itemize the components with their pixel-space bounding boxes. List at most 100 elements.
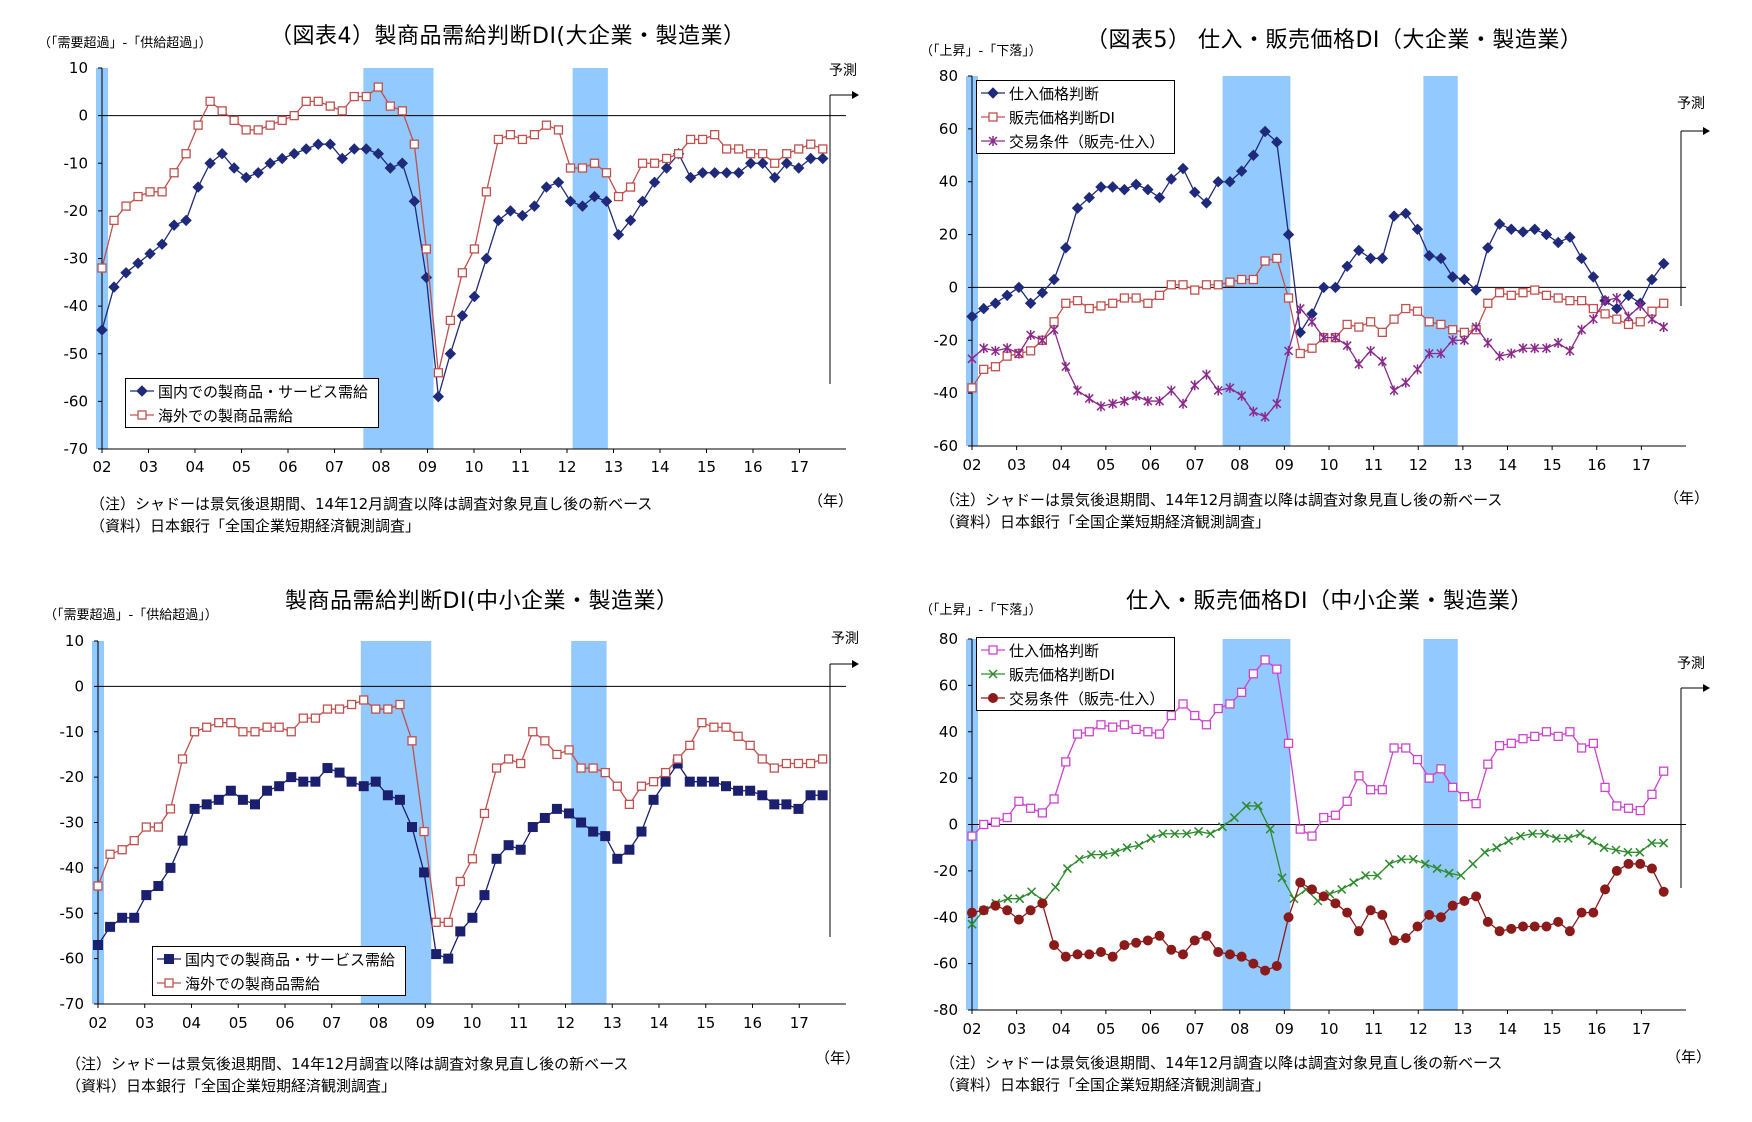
data-point	[967, 919, 977, 929]
data-point	[1365, 317, 1376, 327]
data-point	[1448, 325, 1458, 335]
data-point	[660, 162, 673, 174]
data-point	[108, 281, 120, 293]
data-point	[408, 195, 421, 208]
data-point	[373, 82, 383, 92]
x-tick-label: 11	[1364, 1020, 1383, 1038]
data-point	[1506, 923, 1517, 934]
x-tick-label: 02	[88, 1014, 107, 1032]
data-point	[648, 777, 659, 787]
data-point	[1002, 343, 1012, 354]
data-point	[1659, 322, 1669, 333]
data-point	[288, 148, 300, 160]
data-point	[1037, 898, 1048, 909]
data-point	[177, 754, 188, 764]
data-point	[528, 200, 541, 212]
data-point	[145, 187, 155, 197]
data-point	[1575, 829, 1585, 839]
data-point	[1448, 335, 1458, 346]
data-point	[1295, 348, 1305, 359]
data-point	[552, 749, 562, 760]
data-point	[1142, 183, 1154, 196]
data-point	[1119, 396, 1129, 407]
x-tick-label: 12	[1409, 1020, 1428, 1038]
data-point	[1565, 295, 1575, 306]
data-point	[312, 138, 324, 150]
data-point	[1518, 288, 1528, 298]
data-point	[1118, 183, 1131, 196]
data-point	[169, 168, 179, 178]
legend-label: 交易条件（販売-仕入）	[1009, 132, 1165, 151]
data-point	[1518, 734, 1528, 744]
y-axis-label: （「需要超過」-「供給超過」）	[38, 36, 212, 51]
data-point	[129, 912, 140, 923]
data-point	[192, 181, 204, 193]
data-point	[1106, 181, 1119, 193]
data-point	[1658, 886, 1669, 897]
data-point	[1611, 865, 1622, 876]
data-point	[1506, 348, 1516, 359]
data-point	[1154, 290, 1165, 301]
data-point	[1400, 933, 1411, 944]
data-point	[1354, 771, 1364, 781]
data-point	[274, 781, 285, 792]
data-point	[467, 912, 478, 923]
data-point	[1153, 191, 1166, 204]
data-point	[817, 754, 828, 764]
chart-panel-3: 製商品需給判断DI(中小企業・製造業） （「需要超過」-「供給超過」） 10 0 -…	[0, 561, 876, 1122]
data-point	[1235, 165, 1248, 177]
data-point	[1271, 136, 1283, 148]
series-line	[971, 805, 1664, 925]
data-point	[385, 101, 395, 111]
x-tick-label: 11	[1364, 456, 1383, 474]
legend-marker-symbol	[136, 385, 148, 397]
data-point	[1084, 949, 1095, 960]
data-point	[758, 149, 768, 159]
legend-label: 交易条件（販売-仕入）	[1009, 689, 1165, 708]
data-point	[1539, 829, 1549, 839]
chart-title: （図表4）製商品需給判断DI(大企業・製造業）	[270, 24, 746, 49]
legend-marker-symbol	[988, 112, 998, 122]
data-point	[1084, 727, 1094, 737]
data-point	[1506, 290, 1516, 301]
data-point	[553, 125, 564, 135]
data-point	[1236, 274, 1247, 285]
data-point	[564, 745, 574, 755]
data-point	[734, 144, 744, 154]
data-point	[613, 191, 624, 202]
data-point	[1576, 907, 1587, 918]
data-point	[1166, 280, 1176, 290]
data-point	[177, 835, 188, 846]
x-tick-label: 10	[464, 458, 483, 476]
data-point	[1553, 293, 1563, 303]
data-point	[612, 781, 622, 791]
data-point	[503, 754, 514, 764]
data-point	[1025, 346, 1036, 356]
data-point	[1623, 319, 1634, 330]
data-point	[1253, 801, 1263, 811]
data-point	[1424, 348, 1434, 359]
legend-label: 国内での製商品・サービス需給	[185, 950, 396, 969]
data-point	[1354, 322, 1364, 332]
data-point	[709, 722, 719, 732]
data-point	[565, 163, 576, 173]
data-point	[322, 763, 333, 774]
legend-item: 販売価格判断DI	[977, 105, 1174, 129]
y-tick-label: -50	[60, 904, 85, 922]
data-point	[346, 699, 357, 710]
data-point	[1319, 332, 1329, 343]
data-point	[205, 96, 215, 106]
data-point	[1635, 300, 1645, 311]
data-point	[1074, 854, 1084, 864]
data-point	[1527, 829, 1538, 839]
data-point	[1014, 796, 1024, 806]
data-point	[1307, 316, 1317, 327]
data-point	[409, 139, 419, 149]
data-point	[1295, 824, 1305, 834]
series-1	[967, 253, 1669, 393]
data-point	[1084, 303, 1094, 314]
data-point	[1131, 390, 1141, 401]
legend-marker-symbol	[988, 645, 998, 655]
x-tick-label: 09	[418, 458, 437, 476]
